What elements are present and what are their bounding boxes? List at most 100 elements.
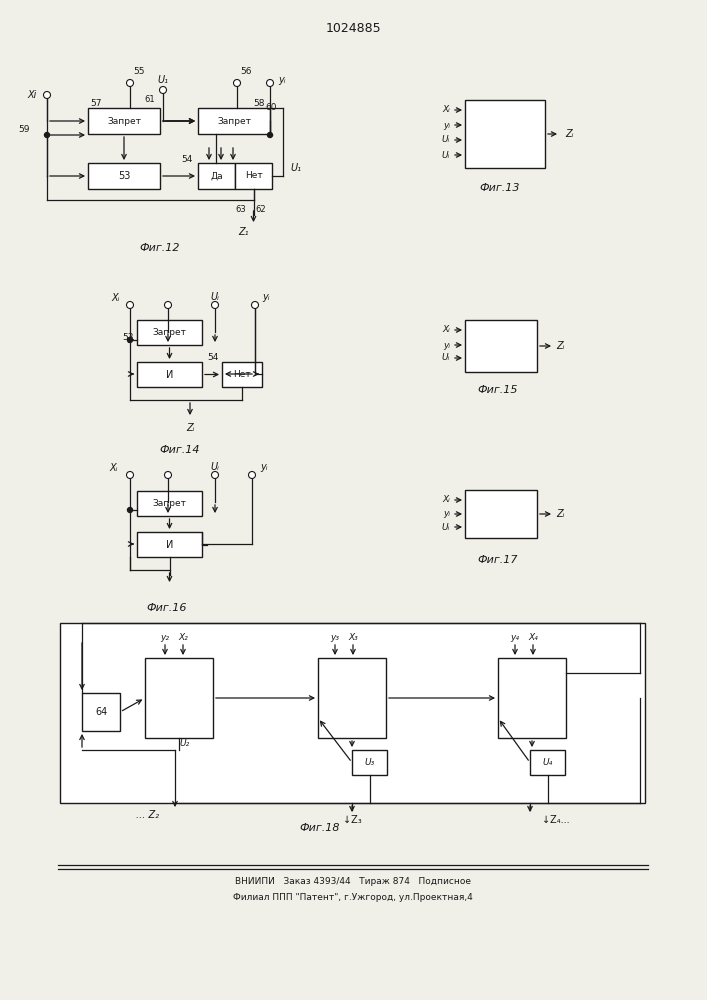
Text: Фиг.14: Фиг.14 bbox=[160, 445, 200, 455]
Text: Запрет: Запрет bbox=[153, 328, 187, 337]
Text: ↓Z₃: ↓Z₃ bbox=[343, 815, 361, 825]
Text: Xᵢ: Xᵢ bbox=[110, 463, 118, 473]
Circle shape bbox=[44, 92, 50, 99]
Bar bbox=[235, 163, 272, 189]
Bar bbox=[137, 320, 202, 345]
Text: ... Z₂: ... Z₂ bbox=[136, 810, 160, 820]
Circle shape bbox=[127, 302, 134, 308]
Bar bbox=[530, 750, 565, 775]
Text: X₄: X₄ bbox=[528, 634, 538, 643]
Text: Zᵢ: Zᵢ bbox=[186, 423, 194, 433]
Text: ВНИИПИ   Заказ 4393/44   Тираж 874   Подписное: ВНИИПИ Заказ 4393/44 Тираж 874 Подписное bbox=[235, 878, 471, 886]
Text: 53: 53 bbox=[118, 171, 130, 181]
Text: yᵢ: yᵢ bbox=[443, 340, 450, 350]
Text: Фиг.15: Фиг.15 bbox=[478, 385, 518, 395]
Text: U₂: U₂ bbox=[180, 738, 190, 748]
Text: Uᵢ: Uᵢ bbox=[211, 292, 219, 302]
Circle shape bbox=[211, 302, 218, 308]
Circle shape bbox=[165, 302, 172, 308]
Text: 61: 61 bbox=[144, 96, 155, 104]
Text: U₁: U₁ bbox=[158, 75, 168, 85]
Text: Xᵢ: Xᵢ bbox=[443, 495, 450, 504]
Circle shape bbox=[127, 80, 134, 87]
Text: Uᵢ: Uᵢ bbox=[211, 462, 219, 472]
Circle shape bbox=[165, 472, 172, 479]
Text: 62: 62 bbox=[255, 206, 266, 215]
Text: y₂: y₂ bbox=[160, 634, 170, 643]
Text: Zᵢ: Zᵢ bbox=[556, 341, 564, 351]
Bar bbox=[145, 658, 213, 738]
Text: 56: 56 bbox=[240, 68, 252, 77]
Bar bbox=[137, 532, 202, 557]
Circle shape bbox=[252, 302, 259, 308]
Text: Фиг.17: Фиг.17 bbox=[478, 555, 518, 565]
Bar bbox=[318, 658, 386, 738]
Text: Филиал ППП "Патент", г.Ужгород, ул.Проектная,4: Филиал ППП "Патент", г.Ужгород, ул.Проек… bbox=[233, 892, 473, 902]
Text: Фиг.12: Фиг.12 bbox=[140, 243, 180, 253]
Text: Xᵢ: Xᵢ bbox=[443, 105, 450, 114]
Circle shape bbox=[248, 472, 255, 479]
Text: 59: 59 bbox=[18, 125, 30, 134]
Bar bbox=[498, 658, 566, 738]
Text: 54: 54 bbox=[182, 155, 193, 164]
Bar bbox=[465, 320, 537, 372]
Circle shape bbox=[127, 338, 132, 342]
Circle shape bbox=[127, 508, 132, 512]
Text: 55: 55 bbox=[133, 68, 144, 77]
Text: X₃: X₃ bbox=[348, 634, 358, 643]
Text: y₄: y₄ bbox=[510, 634, 520, 643]
Text: y₃: y₃ bbox=[330, 634, 339, 643]
Bar bbox=[137, 491, 202, 516]
Text: Запрет: Запрет bbox=[217, 116, 251, 125]
Text: Запрет: Запрет bbox=[153, 499, 187, 508]
Text: Фиг.13: Фиг.13 bbox=[480, 183, 520, 193]
Text: Zᵢ: Zᵢ bbox=[556, 509, 564, 519]
Circle shape bbox=[233, 80, 240, 87]
Text: Uᵢ: Uᵢ bbox=[442, 150, 450, 159]
Text: ↓Z₄...: ↓Z₄... bbox=[542, 815, 570, 825]
Bar bbox=[222, 362, 262, 387]
Text: Xi: Xi bbox=[28, 90, 37, 100]
Bar bbox=[198, 108, 270, 134]
Text: Z₁: Z₁ bbox=[238, 227, 248, 237]
Text: Uᵢ: Uᵢ bbox=[442, 135, 450, 144]
Text: И: И bbox=[166, 369, 173, 379]
Text: Uᵢ: Uᵢ bbox=[442, 354, 450, 362]
Bar bbox=[88, 108, 160, 134]
Text: U₃: U₃ bbox=[364, 758, 375, 767]
Text: 57: 57 bbox=[90, 99, 102, 107]
Text: X₂: X₂ bbox=[178, 634, 188, 643]
Text: Xᵢ: Xᵢ bbox=[443, 326, 450, 334]
Text: Zᵢ: Zᵢ bbox=[565, 129, 573, 139]
Bar bbox=[198, 163, 235, 189]
Text: U₄: U₄ bbox=[542, 758, 553, 767]
Text: Фиг.16: Фиг.16 bbox=[147, 603, 187, 613]
Bar bbox=[465, 100, 545, 168]
Text: Фиг.18: Фиг.18 bbox=[300, 823, 340, 833]
Bar bbox=[137, 362, 202, 387]
Bar bbox=[352, 750, 387, 775]
Text: 58: 58 bbox=[254, 99, 265, 107]
Circle shape bbox=[127, 472, 134, 479]
Text: yᵢ: yᵢ bbox=[443, 120, 450, 129]
Bar bbox=[465, 490, 537, 538]
Text: Нет: Нет bbox=[233, 370, 251, 379]
Text: yᵢ: yᵢ bbox=[260, 462, 267, 472]
Bar bbox=[82, 693, 120, 731]
Circle shape bbox=[267, 80, 274, 87]
Circle shape bbox=[45, 132, 49, 137]
Text: 63: 63 bbox=[235, 206, 247, 215]
Text: 64: 64 bbox=[95, 707, 107, 717]
Text: 54: 54 bbox=[208, 353, 219, 361]
Bar bbox=[88, 163, 160, 189]
Text: yᵢ: yᵢ bbox=[262, 292, 269, 302]
Text: U₁: U₁ bbox=[290, 163, 301, 173]
Text: Нет: Нет bbox=[245, 172, 262, 180]
Text: 53: 53 bbox=[122, 334, 134, 342]
Text: yᵢ: yᵢ bbox=[278, 75, 286, 85]
Text: Да: Да bbox=[210, 172, 223, 180]
Text: И: И bbox=[166, 540, 173, 550]
Text: Uᵢ: Uᵢ bbox=[442, 522, 450, 532]
Text: Запрет: Запрет bbox=[107, 116, 141, 125]
Text: 60: 60 bbox=[265, 103, 276, 111]
